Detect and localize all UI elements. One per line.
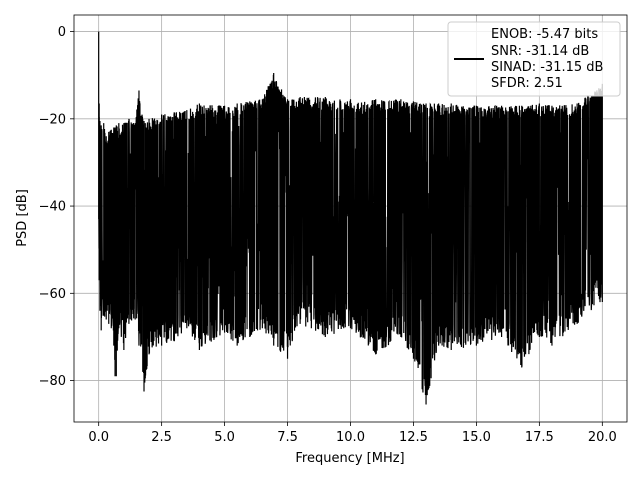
x-tick-label: 10.0 [336, 430, 365, 445]
y-axis: 0 −20 −40 −60 −80 [39, 25, 74, 389]
x-tick-label: 5.0 [214, 430, 235, 445]
x-tick-label: 2.5 [151, 430, 172, 445]
legend-line-enob: ENOB: -5.47 bits [491, 27, 598, 42]
x-tick-label: 7.5 [277, 430, 298, 445]
legend: ENOB: -5.47 bits SNR: -31.14 dB SINAD: -… [447, 21, 621, 97]
y-tick-label: −80 [39, 374, 66, 389]
x-tick-label: 0.0 [88, 430, 109, 445]
x-tick-label: 15.0 [462, 430, 491, 445]
x-axis-label: Frequency [MHz] [295, 451, 404, 466]
legend-box [447, 21, 621, 97]
x-tick-label: 17.5 [525, 430, 554, 445]
legend-line-snr: SNR: -31.14 dB [491, 44, 589, 59]
psd-series-line [98, 31, 603, 405]
legend-line-sfdr: SFDR: 2.51 [491, 76, 563, 91]
y-tick-label: −20 [39, 112, 66, 127]
series-layer [98, 31, 603, 405]
x-axis: 0.0 2.5 5.0 7.5 10.0 12.5 15.0 17.5 20.0 [88, 422, 617, 445]
y-tick-label: −40 [39, 200, 66, 215]
x-tick-label: 20.0 [588, 430, 617, 445]
y-axis-label: PSD [dB] [15, 189, 30, 247]
y-tick-label: 0 [58, 25, 66, 40]
legend-line-sinad: SINAD: -31.15 dB [491, 60, 603, 75]
x-tick-label: 12.5 [399, 430, 428, 445]
y-tick-label: −60 [39, 287, 66, 302]
